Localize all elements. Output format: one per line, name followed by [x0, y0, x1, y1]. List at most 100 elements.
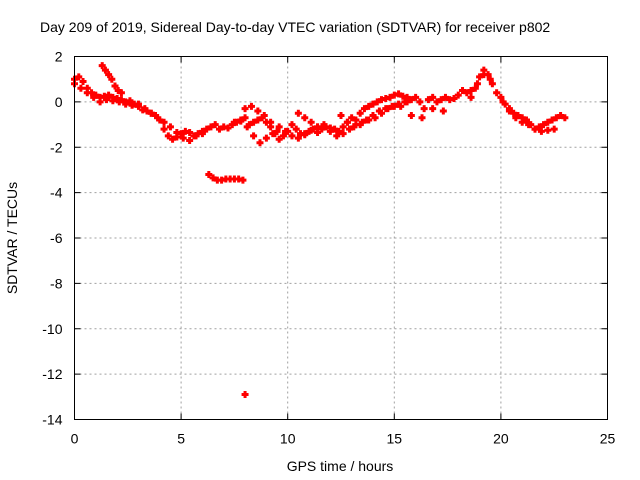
- data-point: [437, 96, 445, 104]
- data-point: [360, 105, 368, 113]
- data-point: [260, 111, 268, 119]
- data-point: [407, 111, 415, 119]
- data-point: [473, 80, 481, 88]
- data-point: [147, 109, 155, 117]
- data-point: [386, 93, 394, 101]
- data-point: [480, 71, 488, 79]
- data-point: [186, 129, 194, 137]
- data-point: [550, 125, 558, 133]
- x-axis-label: GPS time / hours: [287, 458, 394, 474]
- data-point: [117, 89, 125, 97]
- data-point: [301, 130, 309, 138]
- data-point: [373, 98, 381, 106]
- data-point: [307, 126, 315, 134]
- data-point: [497, 93, 505, 101]
- y-tick-label: -4: [50, 185, 63, 201]
- data-point: [525, 121, 533, 129]
- x-tick-label: 5: [177, 431, 185, 447]
- data-point: [439, 107, 447, 115]
- plot-frame: [74, 56, 608, 420]
- data-point: [134, 100, 142, 108]
- data-point: [335, 127, 343, 135]
- data-point: [346, 125, 354, 133]
- data-point: [307, 118, 315, 126]
- data-point: [522, 116, 530, 124]
- data-point: [548, 116, 556, 124]
- data-point: [540, 121, 548, 129]
- data-point: [467, 87, 475, 95]
- data-point: [250, 118, 258, 126]
- data-point: [230, 118, 238, 126]
- data-point: [544, 118, 552, 126]
- data-point: [198, 130, 206, 138]
- data-point: [339, 130, 347, 138]
- chart-grid: [74, 56, 608, 420]
- data-point: [350, 123, 358, 131]
- data-point: [269, 130, 277, 138]
- data-point: [337, 111, 345, 119]
- data-point: [164, 132, 172, 140]
- data-point: [275, 123, 283, 131]
- data-point: [499, 98, 507, 106]
- data-point: [186, 136, 194, 144]
- data-point: [267, 118, 275, 126]
- data-point: [224, 124, 232, 132]
- y-axis-label: SDTVAR / TECUs: [4, 182, 20, 294]
- data-point: [154, 114, 162, 122]
- data-point: [160, 118, 168, 126]
- data-point: [115, 98, 123, 106]
- data-point: [262, 134, 270, 142]
- data-point: [518, 118, 526, 126]
- data-point: [459, 87, 467, 95]
- data-point: [471, 84, 479, 92]
- data-point: [98, 62, 106, 70]
- data-point: [294, 109, 302, 117]
- data-point: [256, 139, 264, 147]
- data-point: [288, 121, 296, 129]
- data-point: [395, 90, 403, 98]
- data-point: [101, 66, 109, 74]
- data-point: [294, 134, 302, 142]
- data-point: [369, 111, 377, 119]
- data-point: [79, 77, 87, 85]
- data-point: [488, 80, 496, 88]
- y-tick-label: -10: [42, 321, 62, 337]
- y-tick-label: -8: [50, 275, 63, 291]
- data-point: [467, 93, 475, 101]
- data-point: [105, 91, 113, 99]
- data-point: [292, 125, 300, 133]
- data-point: [343, 118, 351, 126]
- data-point: [476, 73, 484, 81]
- data-point: [356, 121, 364, 129]
- data-point: [531, 125, 539, 133]
- x-tick-label: 0: [71, 431, 79, 447]
- data-point: [535, 123, 543, 131]
- data-point: [401, 98, 409, 106]
- data-point: [552, 114, 560, 122]
- data-point: [433, 98, 441, 106]
- data-point: [239, 176, 247, 184]
- y-tick-label: 0: [55, 94, 63, 110]
- data-point: [512, 114, 520, 122]
- data-point: [561, 114, 569, 122]
- data-point: [320, 121, 328, 129]
- data-point: [429, 93, 437, 101]
- data-point: [90, 93, 98, 101]
- data-point: [275, 135, 283, 143]
- data-point: [416, 98, 424, 106]
- data-point: [241, 391, 249, 399]
- data-point: [363, 116, 371, 124]
- data-point: [105, 71, 113, 79]
- data-point: [288, 132, 296, 140]
- data-point: [557, 111, 565, 119]
- data-point: [493, 89, 501, 97]
- data-point: [77, 84, 85, 92]
- y-tick-label: -14: [42, 412, 62, 428]
- data-point: [537, 127, 545, 135]
- data-point: [375, 107, 383, 115]
- data-point: [365, 102, 373, 110]
- data-point: [486, 75, 494, 83]
- data-point: [395, 100, 403, 108]
- data-point: [273, 127, 281, 135]
- data-point: [463, 89, 471, 97]
